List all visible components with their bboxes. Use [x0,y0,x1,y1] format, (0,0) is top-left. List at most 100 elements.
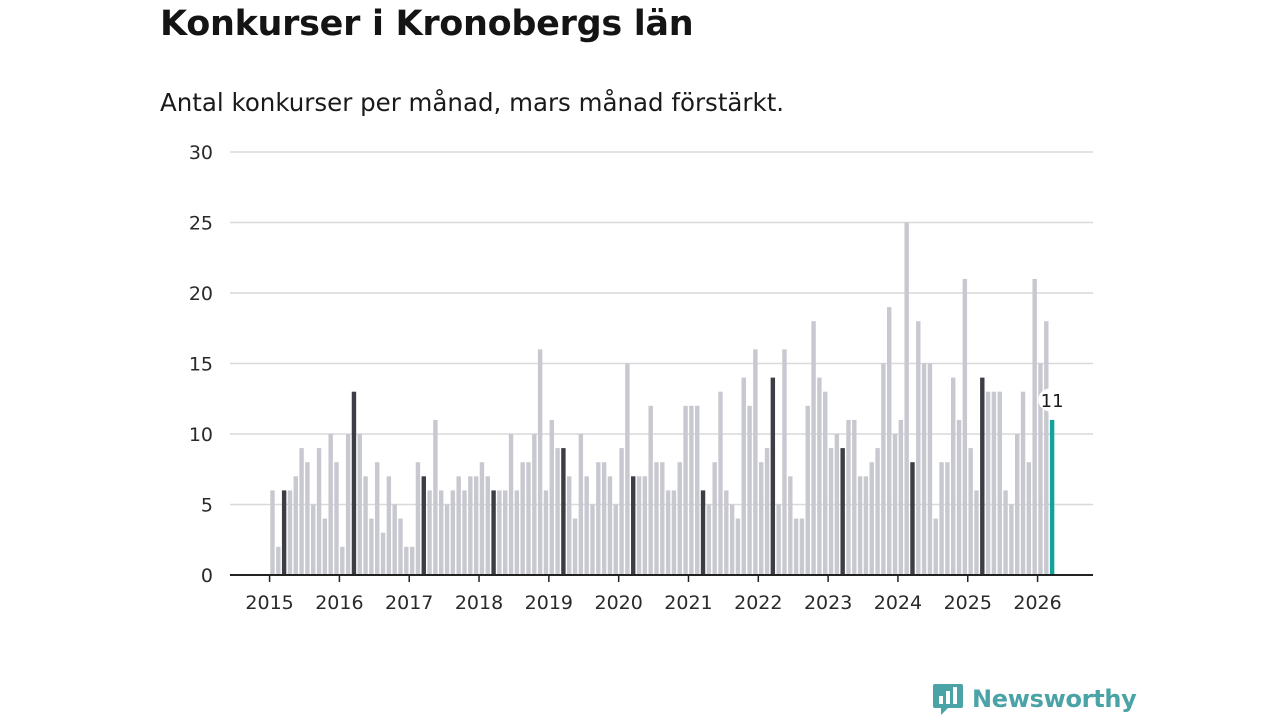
bar [759,462,764,575]
bar [572,518,578,575]
bar [1032,278,1037,575]
bar [363,476,368,575]
bar [427,490,432,575]
bar [846,419,851,575]
bar [311,504,316,575]
bar [945,462,950,575]
y-tick-label: 25 [189,213,213,235]
y-tick-label: 10 [189,424,213,446]
bar [863,476,869,575]
bar-march [561,448,566,575]
x-tick-label: 2026 [1013,592,1061,614]
bar [991,391,997,575]
bar [485,476,490,575]
bar [468,476,473,575]
bar-latest [1049,419,1055,575]
y-tick-label: 15 [189,354,213,376]
bar [340,546,345,575]
bar [817,377,822,575]
x-tick-label: 2018 [455,592,503,614]
bar-march [421,476,426,575]
x-tick-label: 2024 [874,592,922,614]
data-label-latest: 11 [1041,391,1064,412]
bar [916,321,921,575]
x-tick-label: 2017 [385,592,433,614]
bar [921,363,927,575]
bar [753,349,758,575]
x-tick-label: 2021 [664,592,712,614]
bar [375,462,380,575]
bar [584,476,589,575]
bar [299,448,304,575]
bar [316,448,322,575]
bar [665,490,671,575]
bar [671,490,677,575]
bar [369,518,374,575]
bar [875,448,880,575]
bar [788,476,793,575]
bar [782,349,787,575]
bar [828,448,834,575]
newsworthy-logo-icon [933,684,963,715]
bar [892,434,898,575]
bar [305,462,310,575]
bar [444,504,450,575]
x-tick-label: 2025 [944,592,992,614]
bar [887,307,892,575]
bar [939,462,944,575]
bar [648,405,653,575]
bar [503,490,508,575]
bar [270,490,275,575]
bar [1020,391,1026,575]
bar [456,476,461,575]
bar [636,476,642,575]
bar [526,462,531,575]
bar [881,363,886,575]
bar [933,518,938,575]
bar [415,462,421,575]
x-tick-label: 2015 [245,592,293,614]
bar-march [491,490,496,575]
bar [956,419,962,575]
bar-march [840,448,845,575]
bar [345,434,351,575]
bar [683,405,688,575]
bar [497,490,502,575]
bar [689,405,694,575]
y-tick-label: 20 [189,283,213,305]
bar [537,349,543,575]
brand-logo: Newsworthy [932,682,1137,716]
bar-march [631,476,636,575]
x-tick-label: 2016 [315,592,363,614]
bar [799,518,805,575]
bar [398,518,403,575]
bar [904,222,909,575]
x-tick-label: 2019 [525,592,573,614]
bar [1015,434,1020,575]
brand-name: Newsworthy [972,685,1137,713]
bar [1044,321,1049,575]
bar [997,391,1002,575]
bar [386,476,392,575]
bar [1009,504,1014,575]
bar [543,490,549,575]
bar [724,490,729,575]
bar [642,476,648,575]
bar [654,462,659,575]
data-label-halo [1038,387,1067,412]
chart-title: Konkurser i Kronobergs län [160,4,694,44]
x-tick-label: 2020 [594,592,642,614]
bar [677,462,682,575]
bar [322,518,328,575]
bar [741,377,746,575]
bar [549,419,554,575]
bar [660,462,665,575]
bar [619,448,624,575]
bar [927,363,933,575]
bar [1026,462,1032,575]
bar-march [770,377,776,575]
bar [695,405,700,575]
bar [718,391,723,575]
bar [962,278,968,575]
